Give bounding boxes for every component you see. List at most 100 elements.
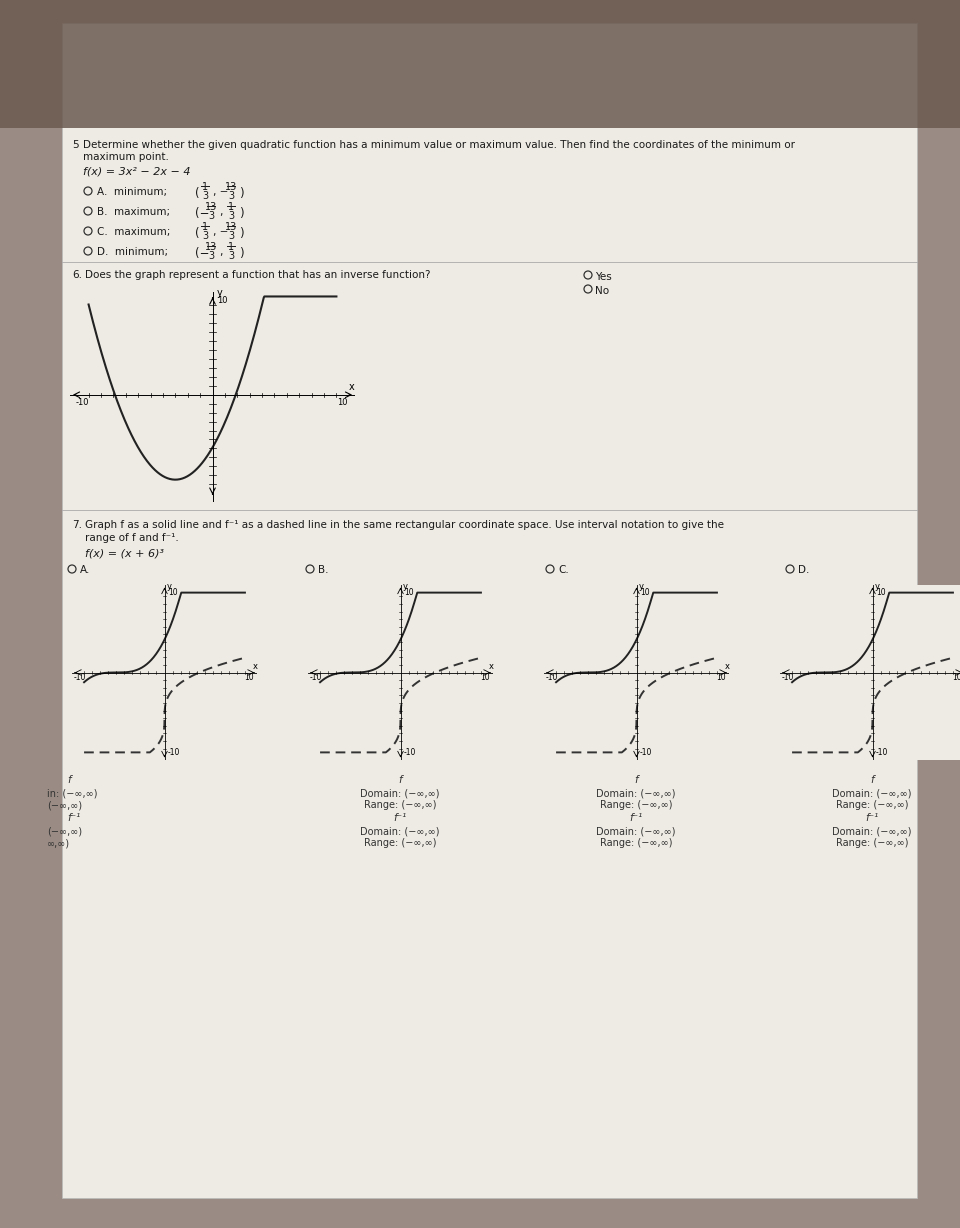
Text: B.  maximum;: B. maximum; [97,208,170,217]
Text: x: x [725,662,730,670]
Text: y: y [639,582,644,591]
Text: 3: 3 [202,231,208,241]
Text: 3: 3 [208,211,214,221]
Text: x: x [253,662,258,670]
Text: y: y [875,582,880,591]
Text: C.  maximum;: C. maximum; [97,227,170,237]
Text: Range: (−∞,∞): Range: (−∞,∞) [836,799,908,810]
Text: range of f and f⁻¹.: range of f and f⁻¹. [85,533,179,543]
Text: 10: 10 [337,399,348,408]
Text: A.: A. [80,565,90,575]
Text: No: No [595,286,610,296]
Text: 10: 10 [952,673,960,682]
Text: Domain: (−∞,∞): Domain: (−∞,∞) [360,826,440,836]
Text: f: f [870,775,874,785]
Text: , −: , − [213,227,228,237]
Text: f⁻¹: f⁻¹ [630,813,642,823]
Text: (−: (− [195,208,209,220]
Text: y: y [216,289,222,298]
Text: Domain: (−∞,∞): Domain: (−∞,∞) [596,826,676,836]
Text: f: f [67,775,71,785]
Text: ): ) [239,227,244,239]
Text: Range: (−∞,∞): Range: (−∞,∞) [364,799,436,810]
Text: Determine whether the given quadratic function has a minimum value or maximum va: Determine whether the given quadratic fu… [83,140,795,150]
Text: D.  minimum;: D. minimum; [97,247,168,257]
Text: 3: 3 [208,251,214,262]
Text: 3: 3 [202,192,208,201]
Text: f⁻¹: f⁻¹ [67,813,81,823]
Text: -10: -10 [74,673,86,682]
Text: -10: -10 [310,673,323,682]
Text: 13: 13 [204,242,217,252]
Text: 1: 1 [202,222,208,232]
Text: x: x [348,382,354,392]
Text: y: y [167,582,172,591]
Text: , −: , − [213,187,228,196]
Text: ,: , [219,247,223,257]
Text: 13: 13 [225,222,237,232]
Text: 13: 13 [204,201,217,212]
Text: B.: B. [318,565,328,575]
Text: 10: 10 [218,296,228,305]
Text: -10: -10 [76,399,89,408]
Text: 5: 5 [72,140,79,150]
Text: Graph f as a solid line and f⁻¹ as a dashed line in the same rectangular coordin: Graph f as a solid line and f⁻¹ as a das… [85,519,724,530]
Text: -10: -10 [404,748,416,756]
Text: (−: (− [195,247,209,260]
Text: Domain: (−∞,∞): Domain: (−∞,∞) [596,788,676,798]
Text: ,: , [219,208,223,217]
Text: -10: -10 [168,748,180,756]
Text: Range: (−∞,∞): Range: (−∞,∞) [836,837,908,849]
Text: x: x [489,662,494,670]
Text: 3: 3 [228,192,234,201]
Text: 3: 3 [228,251,234,262]
Text: -10: -10 [876,748,888,756]
Text: 6.: 6. [72,270,82,280]
Text: f⁻¹: f⁻¹ [865,813,878,823]
Text: f(x) = (x + 6)³: f(x) = (x + 6)³ [85,548,164,558]
Text: -10: -10 [639,748,652,756]
Text: maximum point.: maximum point. [83,152,169,162]
Text: 13: 13 [225,182,237,192]
Text: -10: -10 [781,673,794,682]
Text: 10: 10 [404,588,414,597]
Text: ∞,∞): ∞,∞) [47,837,70,849]
Text: Does the graph represent a function that has an inverse function?: Does the graph represent a function that… [85,270,430,280]
Text: 10: 10 [716,673,726,682]
Text: f⁻¹: f⁻¹ [394,813,407,823]
Text: y: y [403,582,408,591]
Text: Range: (−∞,∞): Range: (−∞,∞) [364,837,436,849]
Text: Range: (−∞,∞): Range: (−∞,∞) [600,837,672,849]
Text: Domain: (−∞,∞): Domain: (−∞,∞) [360,788,440,798]
Text: 1: 1 [228,201,234,212]
Text: ): ) [239,247,244,260]
Text: 3: 3 [228,211,234,221]
Text: A.  minimum;: A. minimum; [97,187,167,196]
Text: ): ) [239,187,244,200]
Text: 3: 3 [228,231,234,241]
Text: in: (−∞,∞): in: (−∞,∞) [47,788,98,798]
Text: Domain: (−∞,∞): Domain: (−∞,∞) [832,788,912,798]
Text: 1: 1 [228,242,234,252]
Text: f: f [398,775,402,785]
Text: -10: -10 [546,673,558,682]
Text: 1: 1 [202,182,208,192]
Text: 7.: 7. [72,519,82,530]
Text: (: ( [195,227,200,239]
Text: 10: 10 [244,673,253,682]
Text: (−∞,∞): (−∞,∞) [47,826,83,836]
Text: 10: 10 [480,673,490,682]
Text: 10: 10 [639,588,649,597]
Text: (−∞,∞): (−∞,∞) [47,799,83,810]
Text: ): ) [239,208,244,220]
Text: 10: 10 [876,588,885,597]
Text: f: f [635,775,637,785]
Text: f(x) = 3x² − 2x − 4: f(x) = 3x² − 2x − 4 [83,167,190,177]
Bar [0,0,960,128]
Text: D.: D. [798,565,809,575]
Text: (: ( [195,187,200,200]
Bar [62,23,917,1199]
Text: C.: C. [558,565,568,575]
Text: Yes: Yes [595,271,612,282]
Text: Domain: (−∞,∞): Domain: (−∞,∞) [832,826,912,836]
